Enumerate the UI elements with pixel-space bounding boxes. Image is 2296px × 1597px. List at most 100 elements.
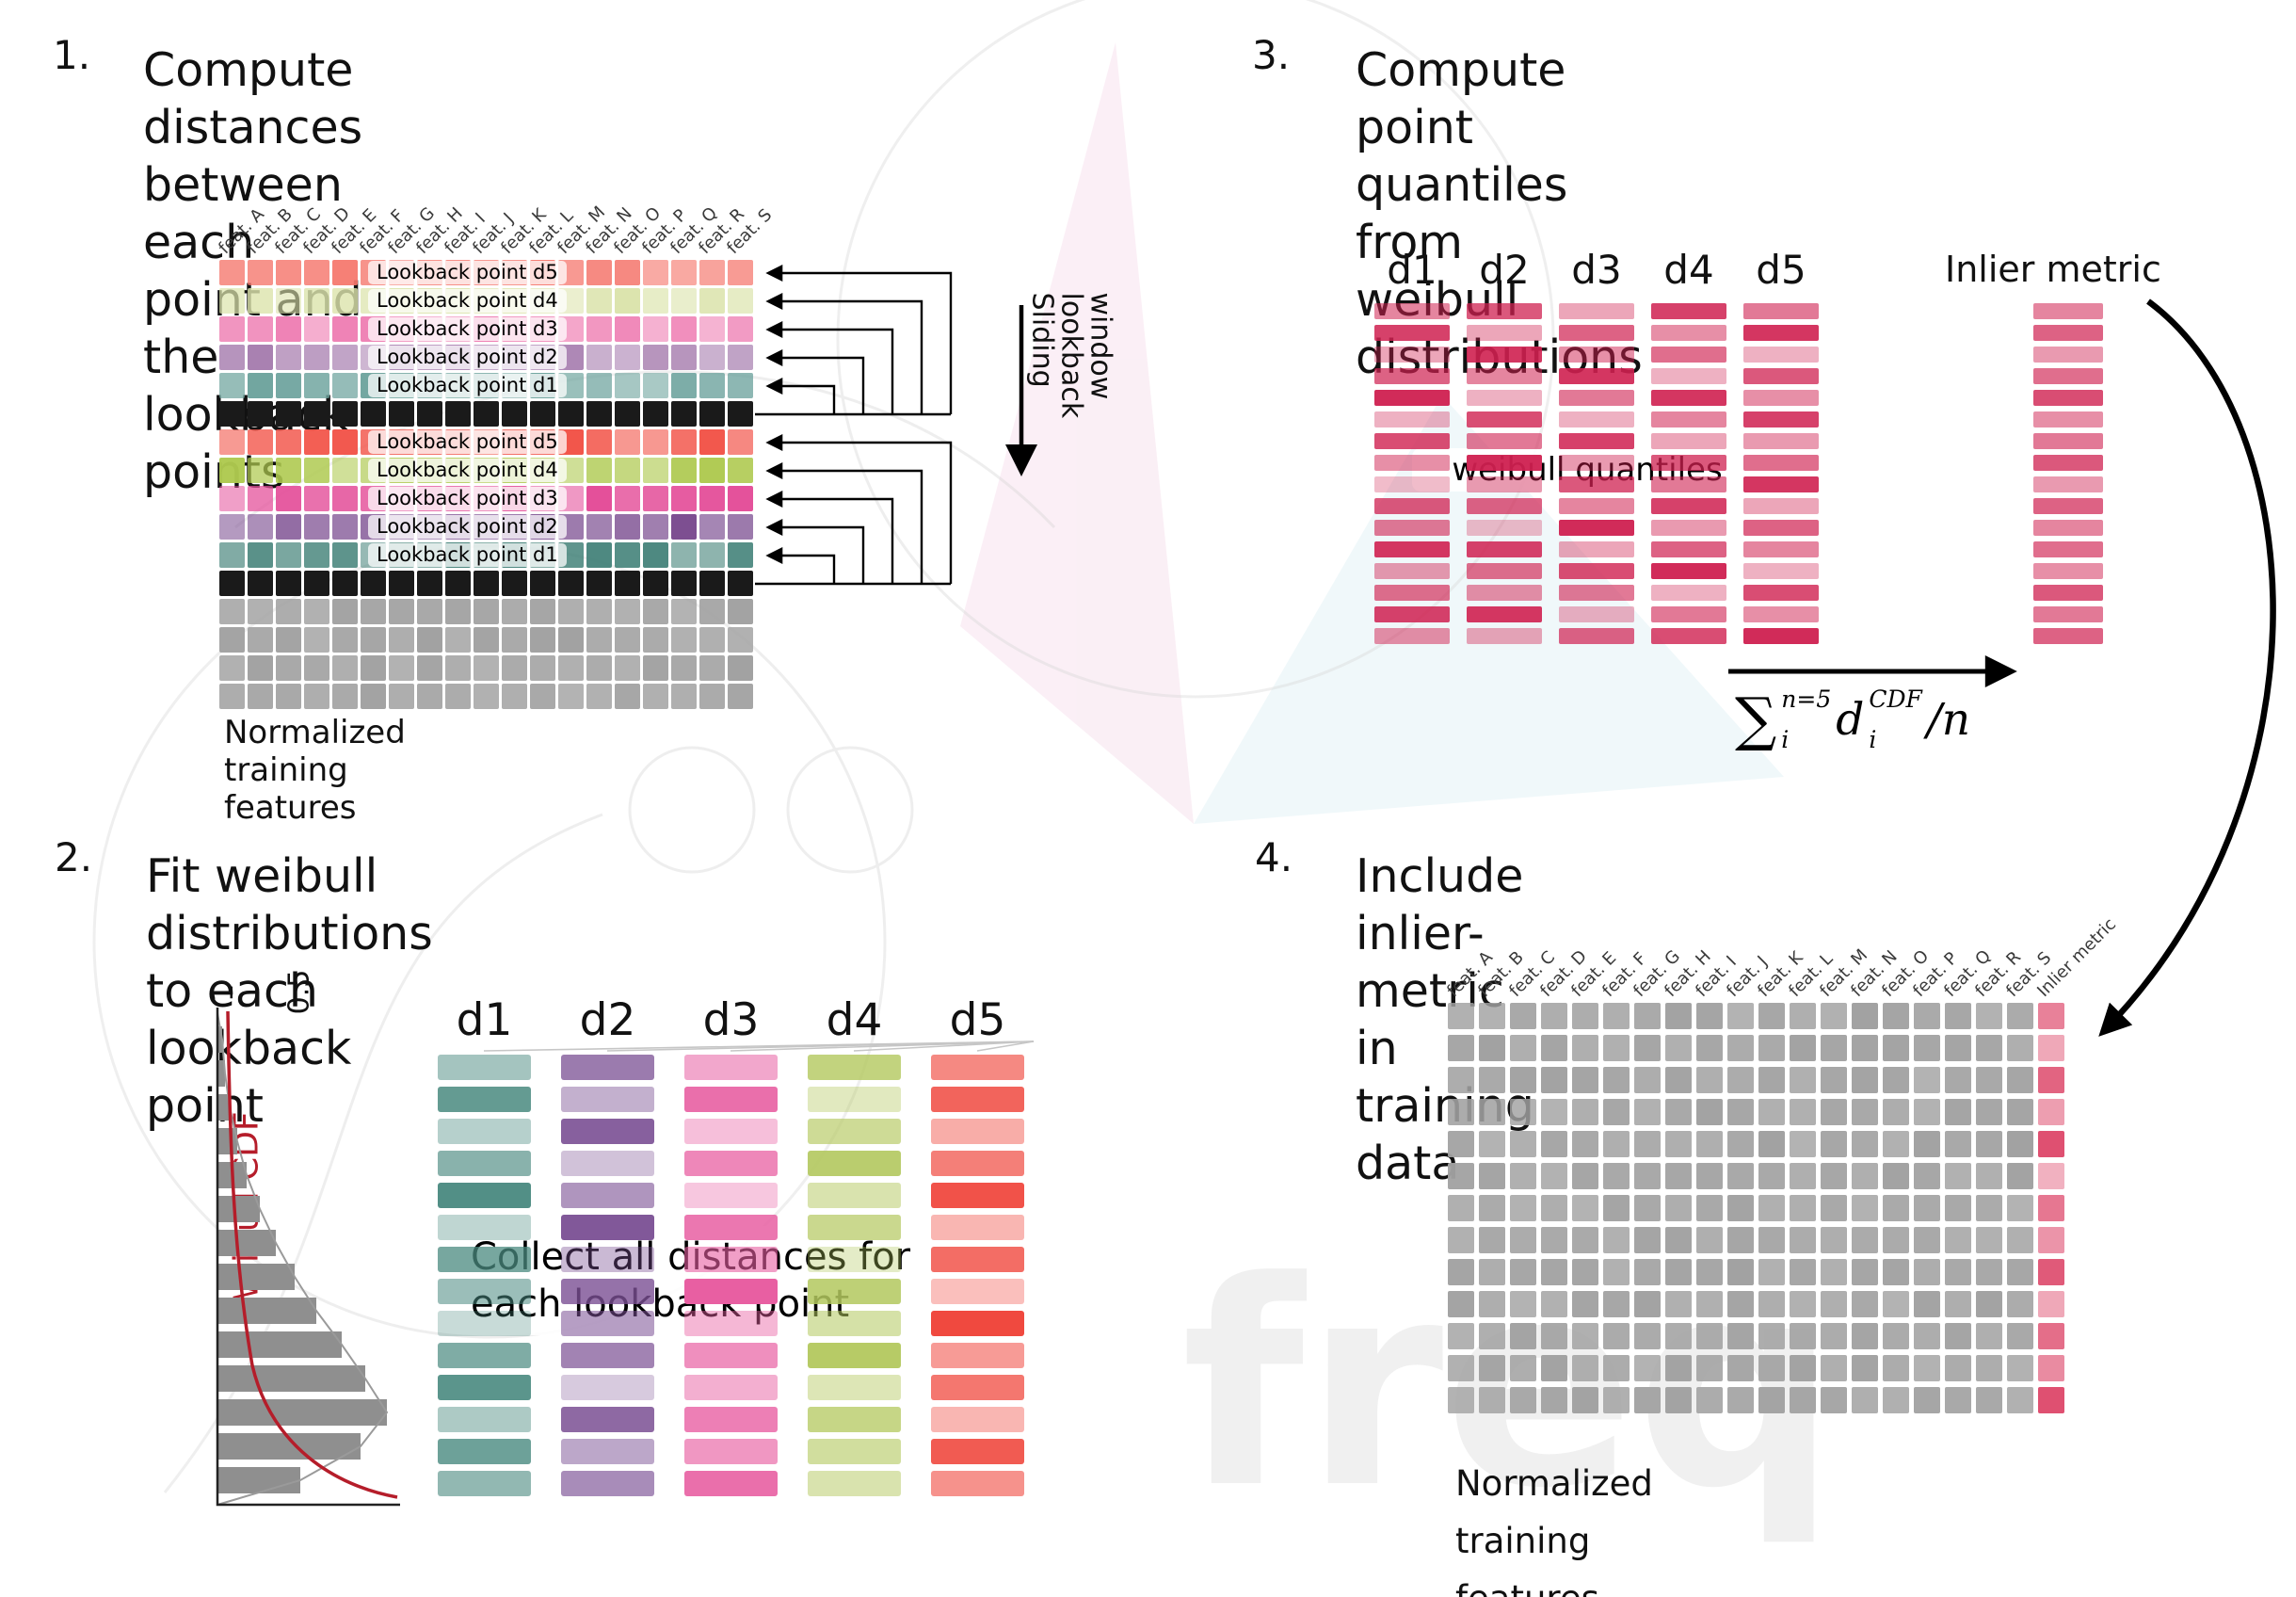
lookback-row: Lookback point d5 [219, 260, 756, 285]
feature-cell [671, 260, 697, 285]
lookback-row: Lookback point d5 [219, 429, 756, 455]
feature-cell [1821, 1323, 1847, 1349]
training-row [219, 655, 756, 681]
feature-cell [1665, 1323, 1692, 1349]
feature-cell [1634, 1035, 1661, 1061]
inlier-metric-bar [2033, 520, 2103, 536]
feature-cell [219, 429, 245, 455]
feature-cell [1541, 1099, 1567, 1125]
lookback-row-label: Lookback point d2 [368, 346, 567, 369]
feature-cell [728, 599, 753, 624]
feature-cell [1572, 1227, 1598, 1253]
formula-sum-scripts: n=5 i [1781, 687, 1831, 751]
formula-sum: ∑ [1735, 685, 1777, 753]
distance-column-label: d2 [579, 994, 636, 1046]
quantile-bar [1651, 585, 1726, 601]
feature-cell [1976, 1131, 2002, 1157]
distance-bar [561, 1311, 654, 1336]
lookback-arrow [765, 349, 865, 414]
distance-bar [931, 1343, 1024, 1368]
feature-cell [615, 514, 640, 540]
feature-cell [1976, 1099, 2002, 1125]
feature-cell [1727, 1355, 1754, 1381]
quantile-bar [1467, 563, 1542, 579]
distance-bar [684, 1215, 778, 1240]
feature-cell [1541, 1227, 1567, 1253]
feature-cell [1727, 1131, 1754, 1157]
distance-bar [931, 1247, 1024, 1272]
feature-cell [445, 627, 471, 653]
quantile-bar [1467, 325, 1542, 341]
feature-cell [219, 514, 245, 540]
distance-bar [684, 1087, 778, 1112]
feature-cell [219, 260, 245, 285]
feature-cell [1510, 1195, 1536, 1221]
feature-cell [1603, 1163, 1630, 1189]
feature-cell [1510, 1387, 1536, 1413]
quantile-bar [1651, 390, 1726, 406]
feature-cell [1634, 1131, 1661, 1157]
feature-cell [1914, 1323, 1940, 1349]
feature-cell [304, 316, 329, 342]
distance-bar [684, 1183, 778, 1208]
distance-bar [684, 1119, 778, 1144]
feature-cell [699, 458, 725, 483]
quantile-bar [1651, 606, 1726, 622]
feature-cell [1758, 1259, 1785, 1285]
histogram-bar [217, 1467, 300, 1493]
distance-bar [684, 1247, 778, 1272]
feature-cell [1790, 1387, 1816, 1413]
inlier-metric-cell [2038, 1131, 2064, 1157]
feature-cell [502, 655, 527, 681]
feature-cell [1541, 1195, 1567, 1221]
feature-cell [1821, 1035, 1847, 1061]
feature-cell [558, 655, 584, 681]
feature-cell [1790, 1259, 1816, 1285]
feature-cell [1883, 1163, 1909, 1189]
quantile-bar [1651, 411, 1726, 427]
quantile-bar [1374, 476, 1450, 492]
feature-cell [1883, 1323, 1909, 1349]
feature-cell [417, 627, 442, 653]
feature-cell [1541, 1355, 1567, 1381]
training-row [1448, 1195, 2069, 1221]
feature-cell [2007, 1067, 2033, 1093]
feature-cell [615, 373, 640, 398]
formula-sum-sup: n=5 [1781, 686, 1832, 713]
feature-cell [276, 486, 301, 511]
training-row [1448, 1227, 2069, 1253]
feature-cell [586, 514, 612, 540]
feature-cell [699, 288, 725, 314]
feature-cell [643, 260, 668, 285]
feature-cell [248, 599, 273, 624]
distance-bar [561, 1183, 654, 1208]
feature-cell [1448, 1195, 1474, 1221]
sliding-window-label: Sliding lookback window [1026, 293, 1117, 481]
feature-cell [1510, 1131, 1536, 1157]
feature-cell [474, 684, 499, 709]
feature-cell [445, 599, 471, 624]
feature-cell [304, 571, 329, 596]
feature-cell [1572, 1035, 1598, 1061]
distance-bar [931, 1407, 1024, 1432]
feature-cell [276, 542, 301, 568]
feature-cell [671, 514, 697, 540]
feature-cell [1696, 1099, 1723, 1125]
training-row [219, 627, 756, 653]
feature-cell [1510, 1035, 1536, 1061]
feature-cell [361, 571, 386, 596]
inlier-metric-bar [2033, 390, 2103, 406]
feature-cell [1479, 1003, 1505, 1029]
quantile-bar [1559, 563, 1634, 579]
feature-cell [1914, 1227, 1940, 1253]
feature-cell [1541, 1323, 1567, 1349]
feature-cell [1727, 1099, 1754, 1125]
feature-cell [671, 571, 697, 596]
feature-cell [276, 288, 301, 314]
inlier-metric-bar [2033, 411, 2103, 427]
distance-bar [561, 1279, 654, 1304]
feature-cell [1696, 1003, 1723, 1029]
feature-cell [1821, 1387, 1847, 1413]
quantile-bar [1743, 498, 1819, 514]
